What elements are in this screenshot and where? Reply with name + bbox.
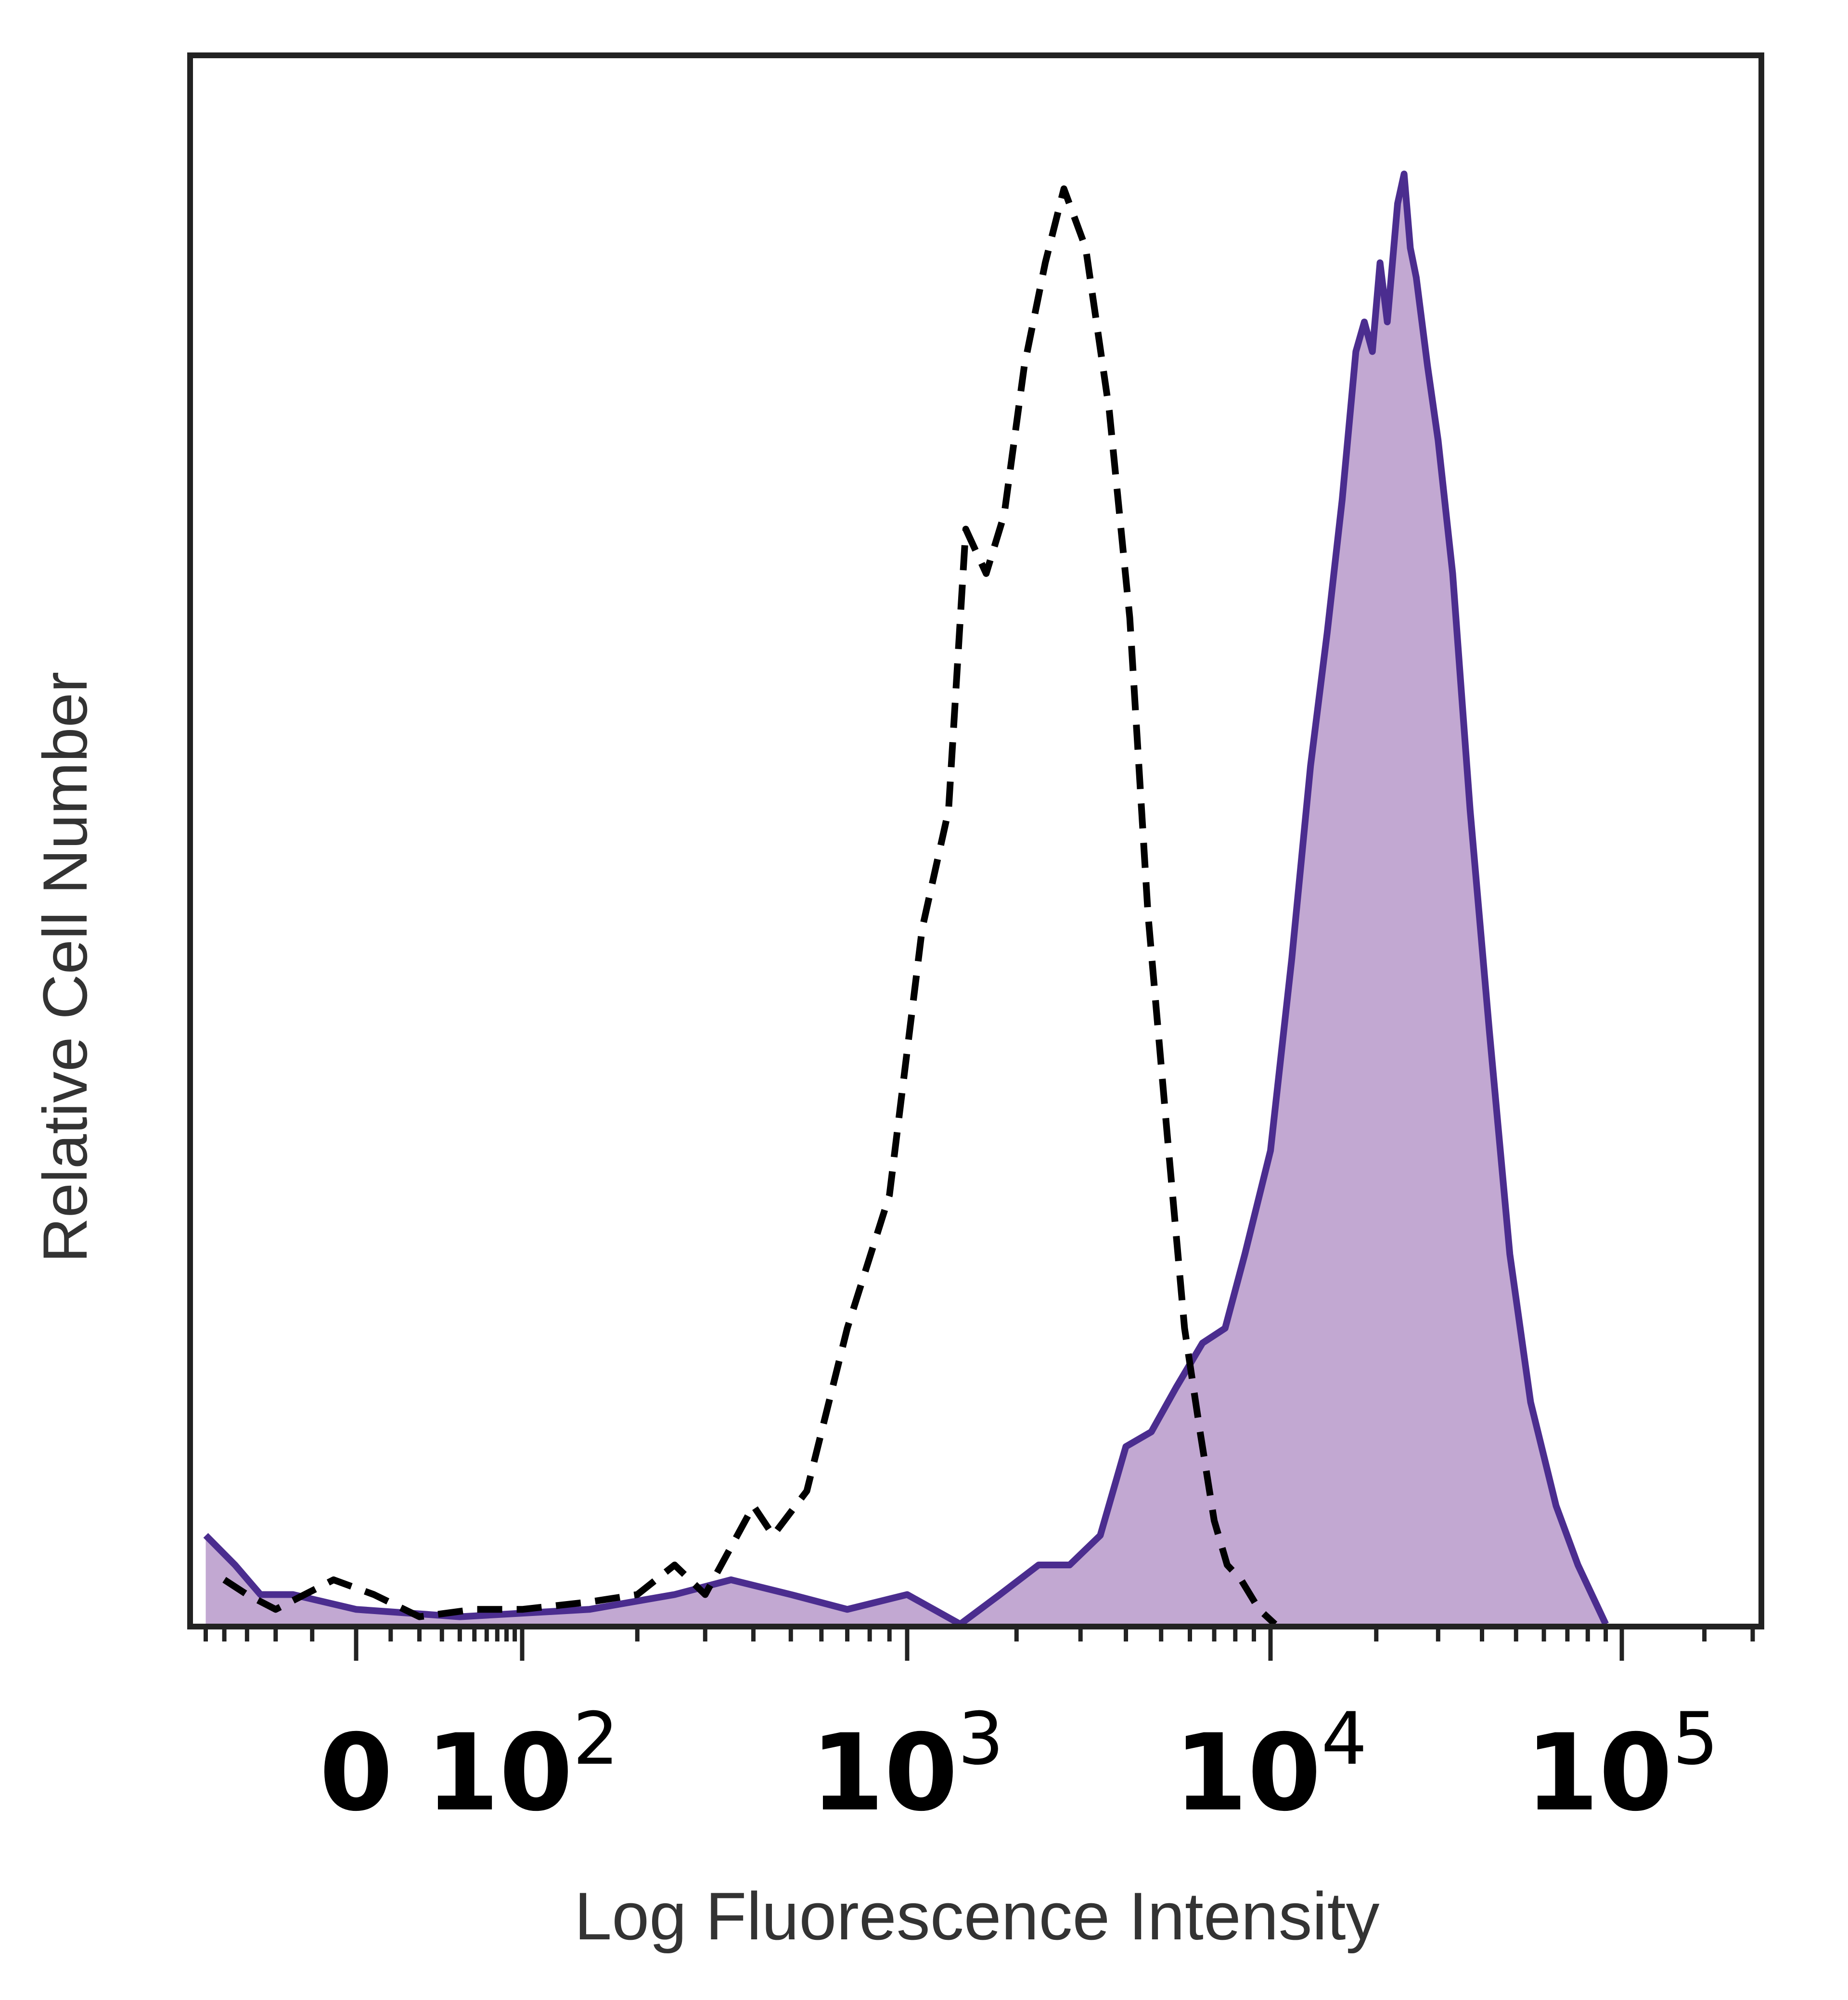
x-tick-label-exponent: 3: [958, 1697, 1003, 1781]
x-tick-label: 105: [1525, 1697, 1719, 1834]
x-tick-label-exponent: 2: [573, 1697, 618, 1781]
x-tick-label: 104: [1174, 1697, 1367, 1834]
x-tick-label: 102: [425, 1697, 619, 1834]
x-axis-ticks: [203, 1627, 1755, 1661]
series-fill: [205, 174, 1606, 1624]
x-tick-label: 103: [810, 1697, 1004, 1834]
x-tick-label-exponent: 5: [1672, 1697, 1718, 1781]
y-axis-title: Relative Cell Number: [30, 672, 100, 1263]
x-tick-label-exponent: 4: [1321, 1697, 1367, 1781]
x-axis-tick-labels: 0 102 103 104 105: [319, 1697, 1718, 1834]
plot-frame: [187, 52, 1764, 1629]
x-axis-title: Log Fluorescence Intensity: [574, 1878, 1379, 1954]
x-tick-label-base: 10: [1525, 1711, 1672, 1834]
x-tick-label-base: 10: [1174, 1711, 1321, 1834]
series-layer: [203, 170, 1609, 1628]
x-tick-label-base: 0: [319, 1711, 393, 1834]
series-line: [203, 170, 1609, 1628]
series-dashed-line: [222, 185, 1278, 1627]
x-tick-label-base: 10: [425, 1711, 573, 1834]
x-tick-label: 0: [319, 1711, 393, 1834]
x-tick-label-base: 10: [810, 1711, 958, 1834]
